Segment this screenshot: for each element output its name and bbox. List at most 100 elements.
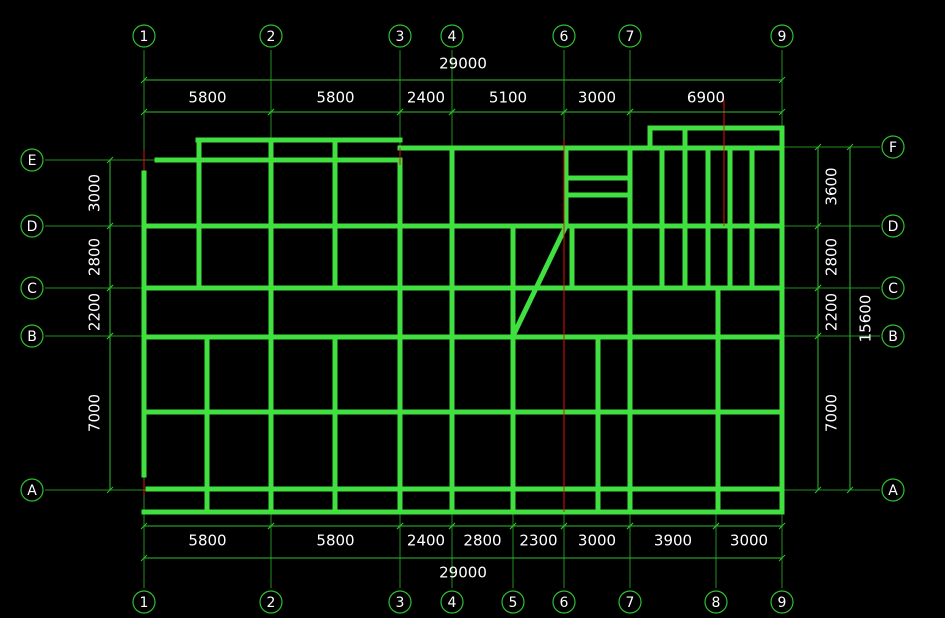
axis-bubble — [770, 24, 794, 48]
dimension-text: 5100 — [489, 89, 527, 107]
dimension-tick — [267, 522, 275, 530]
axis-bubble — [552, 590, 576, 614]
dimension-text: 2800 — [823, 238, 841, 276]
dimension-tick — [626, 108, 634, 116]
dimension-text: 29000 — [439, 55, 487, 73]
dimension-text: 2800 — [463, 532, 501, 550]
dimension-tick — [106, 284, 114, 292]
dimension-text: 5800 — [188, 532, 226, 550]
dimension-text: 5800 — [316, 532, 354, 550]
dimension-text: 15600 — [857, 295, 875, 343]
axis-label: 3 — [396, 595, 405, 611]
dimension-tick — [509, 522, 517, 530]
axis-bubble — [881, 478, 905, 502]
axis-bubble — [388, 24, 412, 48]
axis-label: C — [27, 281, 37, 297]
axis-label: C — [888, 281, 898, 297]
dimension-tick — [626, 522, 634, 530]
axis-bubble — [704, 590, 728, 614]
dimension-tick — [778, 108, 786, 116]
dimension-tick — [846, 143, 854, 151]
axis-label: 1 — [140, 595, 149, 611]
axis-bubble — [259, 24, 283, 48]
dimension-tick — [106, 222, 114, 230]
dimension-tick — [140, 522, 148, 530]
dimension-text: 2300 — [519, 532, 557, 550]
axis-bubble — [881, 276, 905, 300]
axis-label: 6 — [560, 595, 569, 611]
dimension-text: 3900 — [654, 532, 692, 550]
axis-label: 2 — [267, 29, 276, 45]
axis-label: 7 — [626, 595, 635, 611]
axis-label: A — [888, 483, 898, 499]
dimension-tick — [140, 76, 148, 84]
dimension-text: 7000 — [823, 394, 841, 432]
dimension-tick — [448, 108, 456, 116]
axis-label: 9 — [778, 29, 787, 45]
dimension-text: 6900 — [687, 89, 725, 107]
axis-label: A — [27, 483, 37, 499]
dimension-tick — [106, 332, 114, 340]
axis-bubble — [618, 590, 642, 614]
dimension-text: 29000 — [439, 564, 487, 582]
axis-label: 8 — [712, 595, 721, 611]
axis-bubble — [259, 590, 283, 614]
axis-bubble — [132, 24, 156, 48]
dimension-tick — [814, 486, 822, 494]
axis-label: B — [27, 329, 37, 345]
dimension-text: 3000 — [578, 532, 616, 550]
axis-label: D — [27, 219, 38, 235]
dimension-tick — [778, 76, 786, 84]
dimension-tick — [846, 486, 854, 494]
axis-bubble — [501, 590, 525, 614]
dimension-tick — [814, 284, 822, 292]
dimension-text: 3000 — [86, 174, 104, 212]
axis-label: 3 — [396, 29, 405, 45]
axis-bubble — [388, 590, 412, 614]
dimension-text: 2800 — [86, 238, 104, 276]
axis-label: F — [889, 140, 897, 156]
dimension-tick — [106, 156, 114, 164]
dimension-text: 3000 — [578, 89, 616, 107]
dimension-tick — [778, 522, 786, 530]
axis-bubble — [881, 214, 905, 238]
axis-bubble — [440, 590, 464, 614]
dimension-text: 5800 — [188, 89, 226, 107]
axis-bubble — [20, 276, 44, 300]
dimension-tick — [814, 222, 822, 230]
axis-bubble — [881, 324, 905, 348]
axis-label: D — [888, 219, 899, 235]
dimension-text: 3600 — [823, 167, 841, 205]
axis-label: 7 — [626, 29, 635, 45]
dimension-tick — [396, 522, 404, 530]
dimension-tick — [140, 108, 148, 116]
axis-bubble — [132, 590, 156, 614]
axis-label: 2 — [267, 595, 276, 611]
dimension-text: 2400 — [407, 532, 445, 550]
dimension-tick — [396, 108, 404, 116]
axis-label: 5 — [509, 595, 518, 611]
axis-label: 4 — [448, 595, 457, 611]
dimension-tick — [106, 486, 114, 494]
dimension-text: 2400 — [407, 89, 445, 107]
axis-bubble — [440, 24, 464, 48]
dimension-tick — [560, 522, 568, 530]
axis-bubble — [552, 24, 576, 48]
dimension-text: 3000 — [730, 532, 768, 550]
axis-bubble — [881, 135, 905, 159]
axis-bubble — [20, 148, 44, 172]
red-lines — [143, 100, 725, 512]
dimension-tick — [814, 143, 822, 151]
axis-bubble — [770, 590, 794, 614]
axis-label: B — [888, 329, 898, 345]
dimension-tick — [560, 108, 568, 116]
dimension-tick — [448, 522, 456, 530]
axis-bubble — [618, 24, 642, 48]
dimension-tick — [814, 332, 822, 340]
grid-lines — [45, 50, 880, 588]
dimension-tick — [140, 554, 148, 562]
dimension-tick — [778, 554, 786, 562]
dimension-text: 2200 — [823, 293, 841, 331]
axis-lines — [45, 50, 880, 588]
beams — [141, 125, 785, 515]
